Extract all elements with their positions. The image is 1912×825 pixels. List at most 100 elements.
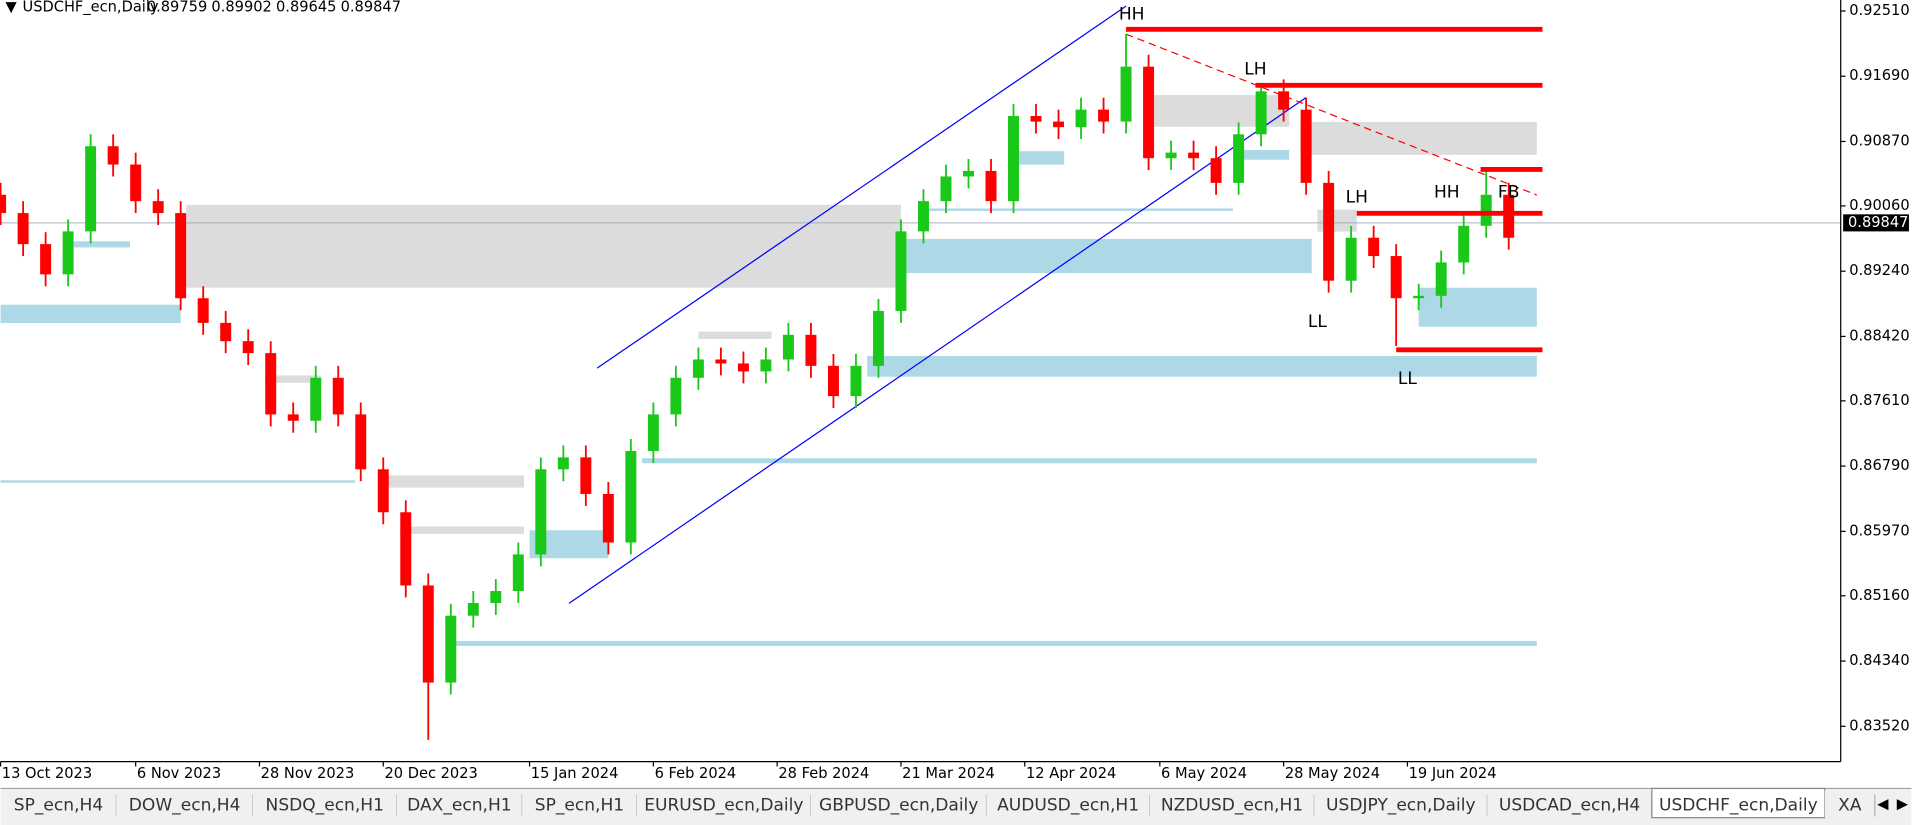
candle-body (917, 201, 929, 232)
zone (1232, 149, 1290, 160)
zone (0, 304, 181, 324)
candle-body (1480, 194, 1492, 226)
x-tick-label: 28 May 2024 (1285, 765, 1380, 782)
x-tick-label: 21 Mar 2024 (902, 765, 995, 782)
tab[interactable] (636, 790, 811, 818)
zone (642, 458, 1537, 464)
candle-body (287, 414, 299, 421)
y-tick-label: 0.85160 (1849, 587, 1909, 604)
zone (400, 526, 524, 534)
symbol-menu-arrow[interactable]: ▼ (5, 0, 17, 15)
tab-label[interactable]: XA (1838, 796, 1862, 816)
ohlc-low: 0.89645 (276, 0, 336, 15)
y-tick-label: 0.86790 (1849, 457, 1909, 474)
y-tick-label: 0.91690 (1849, 67, 1909, 84)
tab[interactable] (1487, 790, 1652, 818)
candle-body (1233, 134, 1245, 183)
candle-body (850, 365, 862, 397)
candle-body (400, 512, 412, 586)
candle-body (1323, 182, 1335, 281)
plot-area: HH LH LH HH FB LL LL (0, 5, 1841, 740)
candle-body (1435, 262, 1447, 296)
candle-body (1255, 91, 1267, 135)
tab-label[interactable]: USDCHF_ecn,Daily (1659, 796, 1818, 816)
candle-body (1165, 152, 1177, 159)
candle-body (963, 170, 974, 177)
candle-body (805, 334, 817, 366)
y-tick-label: 0.89240 (1849, 262, 1909, 279)
tab[interactable] (986, 790, 1150, 818)
tab-scroll-right[interactable]: ▶ (1897, 795, 1909, 812)
tab-label[interactable]: SP_ecn,H1 (535, 796, 624, 816)
candle-body (332, 377, 344, 415)
candle-body (1345, 237, 1357, 281)
candle-body (1278, 91, 1290, 110)
tab[interactable] (522, 790, 637, 818)
zone (1300, 121, 1537, 155)
candle-body (895, 231, 907, 311)
tab-label[interactable]: DOW_ecn,H4 (129, 796, 241, 816)
candle-body (670, 377, 682, 415)
candle-body (445, 615, 457, 683)
tab-label[interactable]: NZDUSD_ecn,H1 (1161, 796, 1303, 816)
tab[interactable] (1149, 790, 1315, 818)
tab[interactable] (116, 790, 253, 818)
candle-body (377, 469, 389, 513)
candle-body (107, 146, 119, 165)
candle-body (422, 585, 434, 683)
zone (73, 241, 131, 248)
tab[interactable] (252, 790, 397, 818)
x-tick-label: 6 Nov 2023 (137, 765, 221, 782)
symbol-name: USDCHF_ecn,Daily (23, 0, 159, 15)
tab-label[interactable]: USDJPY_ecn,Daily (1326, 796, 1476, 816)
candle-body (1413, 295, 1425, 299)
tab-label[interactable]: GBPUSD_ecn,Daily (819, 796, 978, 816)
candle-body (1458, 225, 1470, 263)
tab-label[interactable]: EURUSD_ecn,Daily (644, 796, 803, 816)
candle-body (715, 359, 727, 364)
last-price-box (1843, 214, 1909, 232)
candle-body (1368, 237, 1380, 257)
candle-body (467, 602, 479, 616)
tabs: SP_ecn,H4 DOW_ecn,H4 NSDQ_ecn,H1 DAX_ecn,H1… (0, 787, 1876, 819)
tab-label[interactable]: NSDQ_ecn,H1 (266, 796, 384, 816)
tab[interactable] (1824, 790, 1875, 818)
last-price-label: 0.89847 (1848, 214, 1908, 231)
candle-body (1120, 66, 1132, 122)
tab-label[interactable]: USDCAD_ecn,H4 (1499, 796, 1640, 816)
tab-label[interactable]: DAX_ecn,H1 (407, 796, 511, 816)
tab[interactable] (810, 790, 987, 818)
zone (265, 375, 322, 383)
candle-body (1188, 152, 1200, 159)
x-tick-label: 13 Oct 2023 (2, 765, 92, 782)
candle-body (1210, 158, 1222, 183)
zone (929, 208, 1233, 211)
candle-body (1390, 256, 1402, 299)
candle-body (602, 493, 614, 543)
x-tick-label: 19 Jun 2024 (1409, 765, 1497, 782)
x-tick-label: 15 Jan 2024 (531, 765, 619, 782)
zone (698, 331, 772, 339)
candle-body (175, 213, 187, 299)
tab[interactable] (396, 790, 523, 818)
tab-label[interactable]: SP_ecn,H4 (14, 796, 103, 816)
candle-body (782, 334, 794, 360)
candle-body (647, 414, 659, 451)
trendline (1125, 33, 1538, 196)
candle-body (40, 244, 52, 275)
candle-body (130, 164, 142, 202)
y-tick-label: 0.85970 (1849, 522, 1909, 539)
pattern-label: LH (1244, 59, 1266, 79)
zone (867, 355, 1537, 377)
pattern-label: HH (1119, 5, 1145, 25)
tab-label[interactable]: AUDUSD_ecn,H1 (997, 796, 1139, 816)
tab-active[interactable] (1651, 787, 1826, 819)
candle-body (985, 170, 997, 202)
tab[interactable] (0, 790, 117, 818)
candle-body (17, 213, 29, 245)
trendline (568, 97, 1307, 604)
tab[interactable] (1314, 790, 1488, 818)
tab-scroll-left[interactable]: ◀ (1877, 795, 1889, 812)
